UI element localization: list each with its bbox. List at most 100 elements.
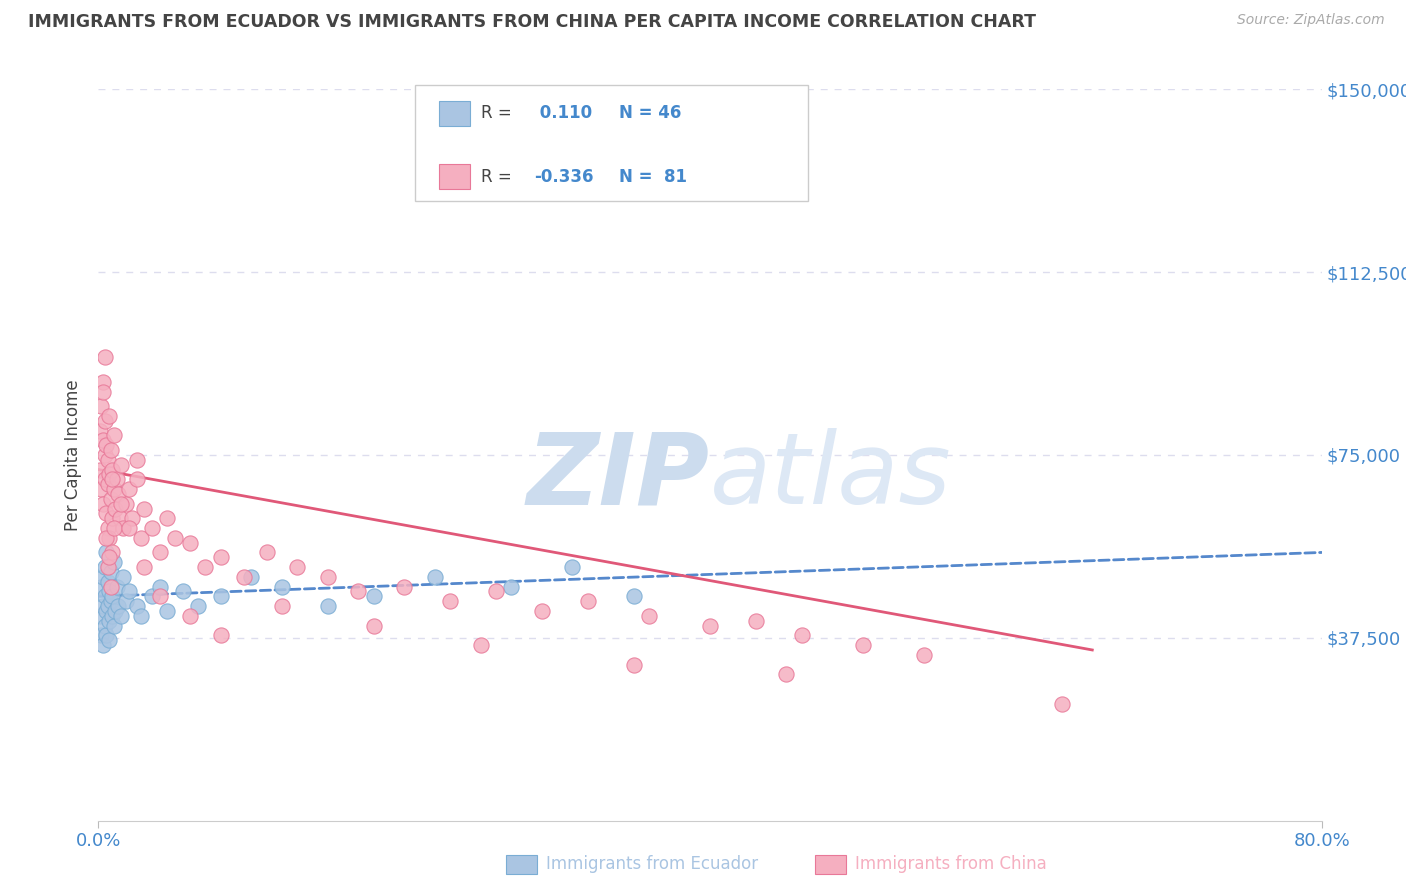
Point	[530, 604, 553, 618]
Point	[93, 560, 115, 574]
Point	[125, 599, 148, 613]
Point	[363, 590, 385, 604]
Y-axis label: Per Capita Income: Per Capita Income	[65, 379, 83, 531]
Point	[98, 550, 121, 565]
Point	[699, 618, 721, 632]
Point	[90, 628, 112, 642]
Point	[89, 462, 111, 476]
Point	[105, 580, 128, 594]
Point	[392, 580, 416, 594]
Point	[134, 501, 156, 516]
Point	[104, 501, 127, 516]
Point	[485, 584, 508, 599]
Point	[316, 599, 339, 613]
Point	[91, 599, 114, 613]
Point	[115, 594, 138, 608]
Point	[101, 472, 124, 486]
Point	[179, 608, 201, 623]
Point	[1050, 697, 1073, 711]
Point	[93, 448, 115, 462]
Text: R =: R =	[481, 168, 512, 186]
Point	[93, 351, 115, 365]
Point	[561, 560, 583, 574]
Point	[209, 628, 232, 642]
Point	[118, 482, 141, 496]
Point	[285, 560, 308, 574]
Point	[172, 584, 194, 599]
Point	[240, 570, 263, 584]
Point	[232, 570, 254, 584]
Point	[107, 487, 129, 501]
Point	[101, 462, 124, 476]
Point	[470, 638, 492, 652]
Point	[129, 608, 152, 623]
Point	[134, 560, 156, 574]
Point	[97, 521, 120, 535]
Point	[194, 560, 217, 574]
Point	[103, 482, 125, 496]
Point	[121, 511, 143, 525]
Point	[98, 614, 121, 628]
Point	[90, 399, 112, 413]
Text: R =: R =	[481, 104, 512, 122]
Text: N = 46: N = 46	[619, 104, 681, 122]
Point	[100, 565, 122, 579]
Point	[149, 545, 172, 559]
Text: Immigrants from China: Immigrants from China	[855, 855, 1046, 873]
Point	[745, 614, 768, 628]
Point	[94, 628, 117, 642]
Point	[149, 590, 172, 604]
Point	[98, 467, 121, 482]
Point	[623, 657, 645, 672]
Text: 0.110: 0.110	[534, 104, 592, 122]
Point	[111, 570, 134, 584]
Point	[100, 594, 122, 608]
Text: IMMIGRANTS FROM ECUADOR VS IMMIGRANTS FROM CHINA PER CAPITA INCOME CORRELATION C: IMMIGRANTS FROM ECUADOR VS IMMIGRANTS FR…	[28, 13, 1036, 31]
Point	[423, 570, 446, 584]
Point	[94, 438, 117, 452]
Point	[97, 599, 120, 613]
Point	[209, 590, 232, 604]
Point	[163, 531, 186, 545]
Point	[256, 545, 278, 559]
Point	[852, 638, 875, 652]
Point	[101, 545, 124, 559]
Point	[108, 511, 131, 525]
Point	[90, 482, 112, 496]
Point	[316, 570, 339, 584]
Point	[98, 633, 121, 648]
Text: ZIP: ZIP	[527, 428, 710, 525]
Point	[100, 491, 122, 506]
Point	[118, 521, 141, 535]
Point	[101, 511, 124, 525]
Point	[103, 521, 125, 535]
Point	[93, 414, 115, 428]
Point	[97, 560, 120, 574]
Point	[125, 472, 148, 486]
Text: Source: ZipAtlas.com: Source: ZipAtlas.com	[1237, 13, 1385, 28]
Point	[439, 594, 461, 608]
Point	[98, 584, 121, 599]
Point	[790, 628, 813, 642]
Point	[270, 599, 292, 613]
Point	[91, 375, 114, 389]
Point	[111, 521, 134, 535]
Point	[91, 434, 114, 448]
Point	[110, 497, 132, 511]
Point	[93, 472, 115, 486]
Text: -0.336: -0.336	[534, 168, 593, 186]
Point	[100, 580, 122, 594]
Point	[110, 458, 132, 472]
Point	[97, 574, 120, 589]
Point	[775, 667, 797, 681]
Point	[103, 555, 125, 569]
Point	[97, 477, 120, 491]
Point	[94, 507, 117, 521]
Point	[623, 590, 645, 604]
Point	[91, 384, 114, 399]
Point	[101, 608, 124, 623]
Point	[101, 590, 124, 604]
Point	[98, 409, 121, 423]
Text: Immigrants from Ecuador: Immigrants from Ecuador	[546, 855, 758, 873]
Point	[94, 604, 117, 618]
